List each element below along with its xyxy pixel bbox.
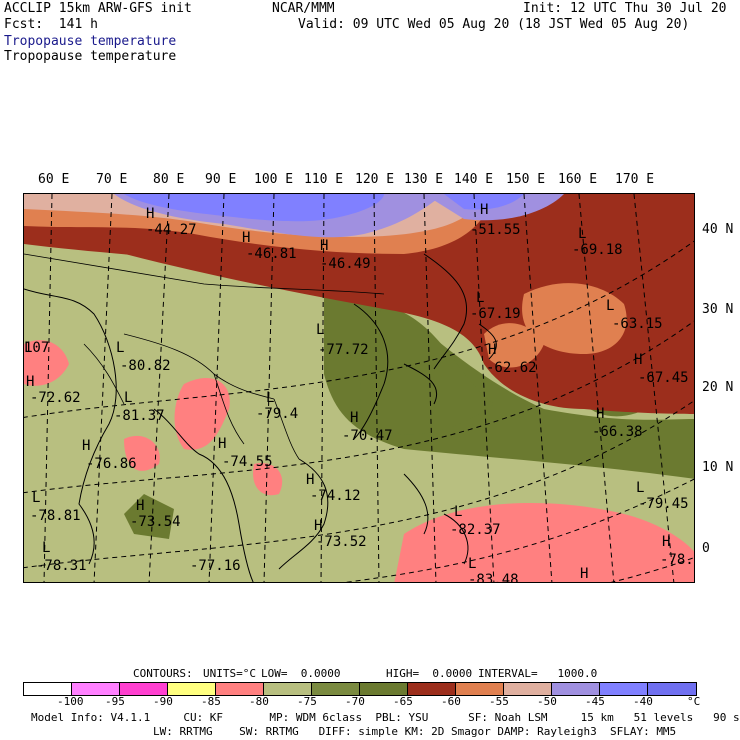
field-title-1: Tropopause temperature (4, 34, 177, 49)
colorbar-tick-label: -55 (489, 695, 509, 708)
interval-label: INTERVAL= 1000.0 (478, 667, 598, 680)
colorbar-swatch (552, 683, 600, 695)
colorbar-tick-label: -80 (249, 695, 269, 708)
map-value-label: -44.27 (146, 222, 197, 238)
map-value-label: -80.82 (120, 358, 171, 374)
map-value-label: -77.16 (190, 558, 241, 574)
map-value-label: -74.55 (222, 454, 273, 470)
lon-label: 150 E (506, 172, 546, 187)
colorbar-swatch (24, 683, 72, 695)
model-info-line: Model Info: V4.1.1 CU: KF MP: WDM 6class… (31, 711, 740, 724)
colorbar-swatch (168, 683, 216, 695)
colorbar-tick-label: -90 (153, 695, 173, 708)
contours-label: CONTOURS: (133, 667, 193, 680)
map-value-label: -69.18 (572, 242, 623, 258)
colorbar-swatch (312, 683, 360, 695)
lat-label: 20 N (702, 380, 734, 395)
lat-label: 40 N (702, 222, 734, 237)
map-value-label: -78.81 (30, 508, 81, 524)
lat-label: 0 (702, 541, 710, 556)
map-value-label: -62.62 (486, 360, 537, 376)
lon-label: 110 E (304, 172, 344, 187)
colorbar-tick-label: -50 (537, 695, 557, 708)
lon-label: 80 E (153, 172, 185, 187)
map-value-label: -78.31 (36, 558, 87, 574)
map-panel: H -44.27 H -46.81 H -46.49 H -51.55 L -6… (23, 193, 695, 583)
lon-label: 120 E (355, 172, 395, 187)
colorbar-tick-label: -45 (585, 695, 605, 708)
colorbar-tick-label: -100 (57, 695, 84, 708)
colorbar (23, 682, 697, 696)
map-value-label: -73.54 (130, 514, 181, 530)
colorbar-tick-label: -65 (393, 695, 413, 708)
lat-label: 10 N (702, 460, 734, 475)
map-value-label: -46.49 (320, 256, 371, 272)
colorbar-swatch (504, 683, 552, 695)
colorbar-swatch (72, 683, 120, 695)
map-value-label: -82.37 (450, 522, 501, 538)
valid-time: Valid: 09 UTC Wed 05 Aug 20 (18 JST Wed … (298, 17, 690, 32)
map-value-label: -73.52 (316, 534, 367, 550)
colorbar-swatch (456, 683, 504, 695)
map-value-label: -83.48 (468, 572, 519, 583)
lon-label: 140 E (454, 172, 494, 187)
colorbar-swatch (600, 683, 648, 695)
lon-label: 100 E (254, 172, 294, 187)
forecast-hour: Fcst: 141 h (4, 17, 98, 32)
lat-label: 30 N (702, 302, 734, 317)
map-value-label: -67.19 (470, 306, 521, 322)
colorbar-swatch (216, 683, 264, 695)
lon-label: 130 E (404, 172, 444, 187)
high-label: HIGH= 0.0000 (386, 667, 473, 680)
colorbar-swatch (360, 683, 408, 695)
map-value-label: -74.12 (310, 488, 361, 504)
tropopause-temperature-field (24, 194, 694, 582)
low-label: LOW= 0.0000 (261, 667, 341, 680)
colorbar-swatch (264, 683, 312, 695)
map-value-label: -72.62 (30, 390, 81, 406)
colorbar-tick-label: -85 (201, 695, 221, 708)
map-value-label: -79.45 (638, 496, 689, 512)
colorbar-tick-label: -40 (633, 695, 653, 708)
lon-label: 60 E (38, 172, 70, 187)
colorbar-tick-label: -70 (345, 695, 365, 708)
map-value-label: -70.47 (342, 428, 393, 444)
physics-info-line: LW: RRTMG SW: RRTMG DIFF: simple KM: 2D … (153, 725, 677, 738)
center-label: NCAR/MMM (272, 1, 335, 16)
map-value-label: -63.15 (612, 316, 663, 332)
colorbar-swatch (408, 683, 456, 695)
lon-label: 70 E (96, 172, 128, 187)
lon-label: 90 E (205, 172, 237, 187)
map-value-label: -66.38 (592, 424, 643, 440)
map-value-label: -51.55 (470, 222, 521, 238)
colorbar-swatch (648, 683, 696, 695)
map-value-label: -76.86 (86, 456, 137, 472)
units-label: UNITS=°C (203, 667, 256, 680)
lon-label: 160 E (558, 172, 598, 187)
map-value-label: -81.37 (114, 408, 165, 424)
colorbar-swatch (120, 683, 168, 695)
map-value-label: -78. (660, 552, 694, 568)
colorbar-tick-label: -95 (105, 695, 125, 708)
lon-label: 170 E (615, 172, 655, 187)
map-value-label: -67.45 (638, 370, 689, 386)
map-value-label: -77.72 (318, 342, 369, 358)
map-value-label: 107 (24, 340, 50, 356)
map-value-label: -46.81 (246, 246, 297, 262)
colorbar-tick-label: -60 (441, 695, 461, 708)
colorbar-tick-label: °C (687, 695, 701, 708)
model-title: ACCLIP 15km ARW-GFS init (4, 1, 192, 16)
colorbar-tick-label: -75 (297, 695, 317, 708)
field-title-2: Tropopause temperature (4, 49, 177, 64)
init-time: Init: 12 UTC Thu 30 Jul 20 (523, 1, 727, 16)
map-value-label: -79.4 (256, 406, 299, 422)
